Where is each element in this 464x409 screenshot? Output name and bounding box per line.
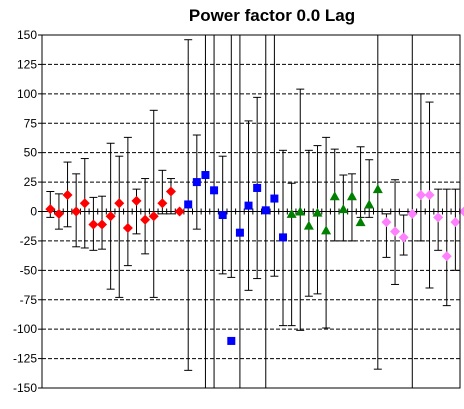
data-point: [372, 184, 383, 194]
y-tick-label: 150: [17, 28, 37, 42]
y-tick-label: -125: [13, 352, 37, 366]
data-point: [398, 232, 409, 243]
data-point: [415, 190, 426, 201]
y-tick-labels: 150 125 100 75 50 25 0 -25 -50 -75 -100 -125 -150: [13, 28, 37, 395]
data-point: [235, 228, 244, 237]
data-point: [424, 190, 435, 201]
y-tick-label: 100: [17, 87, 37, 101]
data-point: [218, 211, 227, 220]
data-point: [295, 206, 306, 216]
data-point: [53, 208, 64, 219]
data-point: [381, 217, 392, 228]
data-point: [459, 206, 464, 217]
data-point: [165, 186, 176, 197]
data-point: [279, 233, 288, 242]
data-point: [174, 206, 185, 217]
data-point: [45, 204, 56, 215]
data-point: [355, 217, 366, 227]
data-point: [79, 198, 90, 209]
data-point: [346, 191, 357, 201]
data-point: [71, 206, 82, 217]
data-point: [131, 195, 142, 206]
data-point: [140, 214, 151, 225]
data-point: [244, 201, 253, 210]
y-tick-label: -100: [13, 322, 37, 336]
data-point: [407, 208, 418, 219]
data-point: [192, 178, 201, 187]
data-markers: [45, 171, 464, 345]
data-point: [270, 194, 279, 203]
y-tick-label: -75: [20, 293, 38, 307]
data-point: [329, 191, 340, 201]
chart-title: Power factor 0.0 Lag: [189, 6, 355, 25]
data-point: [62, 190, 73, 201]
data-point: [157, 198, 168, 209]
data-point: [364, 199, 375, 209]
data-point: [201, 171, 210, 180]
data-point: [122, 222, 133, 233]
data-point: [105, 211, 116, 222]
data-point: [390, 226, 401, 237]
y-tick-label: 0: [30, 205, 37, 219]
data-point: [210, 186, 219, 195]
error-bars: [46, 35, 460, 388]
gridlines: [38, 34, 461, 389]
data-point: [433, 212, 444, 223]
data-point: [97, 219, 108, 230]
y-tick-label: 75: [24, 116, 38, 130]
data-point: [441, 251, 452, 262]
y-tick-label: -25: [20, 234, 38, 248]
y-tick-label: -150: [13, 381, 37, 395]
data-point: [286, 208, 297, 218]
data-point: [184, 200, 193, 209]
data-point: [338, 204, 349, 214]
data-point: [88, 219, 99, 230]
data-point: [321, 225, 332, 235]
data-point: [303, 220, 314, 230]
data-point: [227, 336, 236, 345]
data-point: [253, 183, 262, 192]
y-tick-label: 50: [24, 146, 38, 160]
data-point: [148, 211, 159, 222]
data-point: [312, 207, 323, 217]
plot-area-border: [41, 34, 461, 389]
y-tick-label: 125: [17, 57, 37, 71]
y-tick-label: -50: [20, 263, 38, 277]
data-point: [450, 217, 461, 228]
y-tick-label: 25: [24, 175, 38, 189]
data-point: [114, 198, 125, 209]
data-point: [261, 206, 270, 215]
